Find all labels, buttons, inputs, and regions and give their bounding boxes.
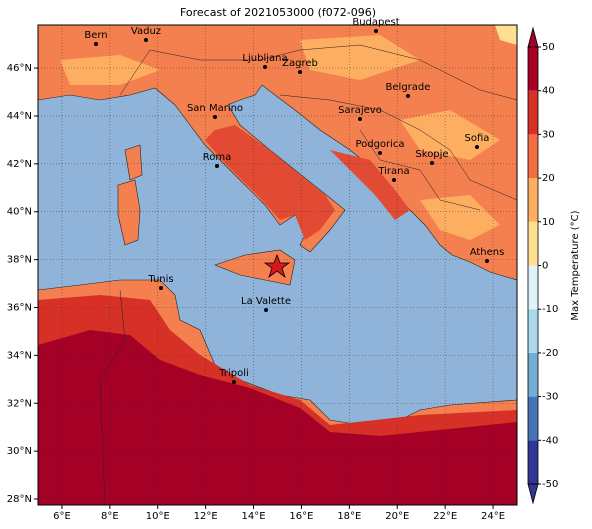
city-dot [215, 164, 219, 168]
city-label: Bern [84, 30, 107, 41]
light-patch [420, 195, 500, 240]
x-tick-label: 10°E [146, 511, 170, 522]
x-tick-label: 20°E [385, 511, 409, 522]
y-tick-label: 36°N [7, 302, 32, 313]
border [119, 44, 517, 101]
italy-hot [205, 125, 335, 240]
city-label: Podgorica [355, 139, 404, 150]
colorbar-band [528, 178, 538, 222]
city-label: La Valette [241, 296, 291, 307]
colorbar-band [528, 90, 538, 135]
city-label: Budapest [352, 17, 399, 28]
pale-patch [495, 25, 517, 45]
colorbar-tick-label: 50 [542, 42, 555, 53]
border [99, 289, 126, 505]
colorbar-tick-label: -10 [542, 304, 558, 315]
city-dot [263, 65, 267, 69]
city-label: San Marino [187, 103, 243, 114]
colorbar-tick-label: 30 [542, 129, 555, 140]
colorbar-tick-label: -50 [542, 479, 558, 490]
x-tick-label: 18°E [337, 511, 361, 522]
city-label: Zagreb [282, 58, 318, 69]
x-tick-label: 14°E [242, 511, 266, 522]
y-tick-label: 30°N [7, 446, 32, 457]
colorbar-tick-label: -20 [542, 348, 558, 359]
city-dot [485, 259, 489, 263]
city-dot [475, 145, 479, 149]
y-tick-label: 40°N [7, 207, 32, 218]
colorbar-band [528, 134, 538, 179]
x-tick-label: 16°E [289, 511, 313, 522]
city-label: Roma [203, 152, 232, 163]
city-dot [358, 117, 362, 121]
city-dot [392, 178, 396, 182]
light-patch [300, 35, 420, 80]
star-marker [263, 253, 291, 279]
colorbar-band [528, 352, 538, 397]
y-tick-label: 42°N [7, 159, 32, 170]
y-tick-label: 32°N [7, 398, 32, 409]
y-tick-label: 38°N [7, 255, 32, 266]
chart-title: Forecast of 2021053000 (f072-096) [180, 6, 376, 19]
x-tick-label: 12°E [194, 511, 218, 522]
city-label: Vaduz [131, 26, 161, 37]
colorbar-tick-label: 40 [542, 86, 555, 97]
colorbar-band [528, 396, 538, 441]
sardinia [117, 179, 141, 246]
balkan-hot [330, 150, 410, 220]
colorbar-band [528, 47, 538, 91]
border [279, 94, 517, 201]
x-tick-label: 24°E [481, 511, 505, 522]
city-label: Tunis [147, 274, 173, 285]
y-tick-label: 44°N [7, 111, 32, 122]
colorbar-label: Max Temperature (°C) [570, 210, 581, 320]
city-label: Skopje [415, 149, 448, 160]
city-label: Athens [470, 247, 505, 258]
city-dot [298, 70, 302, 74]
city-dot [378, 151, 382, 155]
colorbar-band [528, 440, 538, 484]
y-tick-label: 46°N [7, 63, 32, 74]
y-tick-label: 34°N [7, 350, 32, 361]
city-dot [430, 161, 434, 165]
colorbar-tick-label: -30 [542, 392, 558, 403]
city-dot [94, 42, 98, 46]
city-label: Sofia [465, 133, 490, 144]
corsica [124, 144, 143, 181]
colorbar-tick-label: 0 [542, 261, 548, 272]
city-dot [406, 94, 410, 98]
y-tick-label: 28°N [7, 494, 32, 505]
x-tick-label: 22°E [433, 511, 457, 522]
city-label: Belgrade [386, 82, 431, 93]
light-patch [400, 110, 500, 160]
colorbar-tick-label: -40 [542, 435, 558, 446]
city-dot [213, 115, 217, 119]
colorbar-band [528, 221, 538, 266]
sicily [214, 249, 296, 286]
city-dot [144, 38, 148, 42]
grid-layer [38, 25, 517, 505]
city-dot [374, 29, 378, 33]
colorbar-tick-label: 10 [542, 217, 555, 228]
x-tick-label: 8°E [101, 511, 119, 522]
colorbar-tick-label: 20 [542, 173, 555, 184]
city-dot [232, 380, 236, 384]
city-label: Tripoli [218, 368, 249, 379]
city-label: Tirana [377, 166, 409, 177]
colorbar-extend-bottom [527, 483, 539, 505]
colorbar-extend-top [527, 26, 539, 48]
city-label: Ljubljana [242, 53, 287, 64]
x-tick-label: 6°E [53, 511, 71, 522]
city-label: Sarajevo [338, 105, 382, 116]
colorbar-band [528, 309, 538, 353]
city-dot [264, 308, 268, 312]
city-dot [159, 286, 163, 290]
colorbar-band [528, 265, 538, 310]
border [359, 129, 481, 211]
map-frame [37, 24, 518, 506]
